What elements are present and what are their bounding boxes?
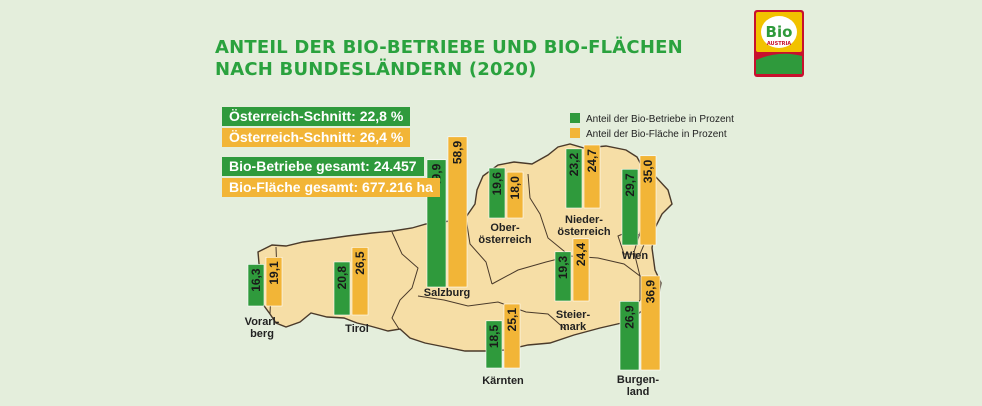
region-label-tirol: Tirol <box>345 323 369 335</box>
bar-niederösterreich-flaeche <box>583 144 601 209</box>
region-border-noe <box>527 173 571 257</box>
value-label-kärnten-betriebe: 18,5 <box>487 325 501 349</box>
bar-burgenland-flaeche <box>640 275 661 371</box>
summary-total-betriebe: Bio-Betriebe gesamt: 24.457 <box>222 157 424 176</box>
summary-avg-flaeche: Österreich-Schnitt: 26,4 % <box>222 128 411 147</box>
chart-title-line-1: ANTEIL DER BIO-BETRIEBE UND BIO-FLÄCHEN <box>215 37 683 58</box>
value-label-burgenland-betriebe: 26,9 <box>623 305 637 329</box>
value-label-tirol-flaeche: 26,5 <box>353 251 367 275</box>
bar-wien-betriebe <box>621 168 639 246</box>
bar-tirol-flaeche <box>351 247 369 316</box>
bar-kärnten-betriebe <box>485 320 503 369</box>
value-label-vorarlberg-flaeche: 19,1 <box>267 261 281 285</box>
bar-oberösterreich-betriebe <box>488 167 506 219</box>
value-label-tirol-betriebe: 20,8 <box>335 266 349 290</box>
region-label-niederösterreich: Nieder-österreich <box>557 214 610 238</box>
bar-oberösterreich-flaeche <box>506 171 524 219</box>
region-border-salzburg-ooe <box>465 217 493 285</box>
value-label-niederösterreich-betriebe: 23,2 <box>567 153 581 177</box>
region-label-steiermark: Steier-mark <box>556 309 591 333</box>
value-label-wien-betriebe: 29,7 <box>623 173 637 197</box>
bio-austria-logo: Bio AUSTRIA <box>754 10 804 77</box>
region-label-salzburg: Salzburg <box>424 287 470 299</box>
bar-steiermark-flaeche <box>572 238 590 302</box>
legend-swatch-green <box>570 113 580 123</box>
value-label-steiermark-betriebe: 19,3 <box>556 255 570 279</box>
value-label-oberösterreich-betriebe: 19,6 <box>490 172 504 196</box>
legend-item-flaeche: Anteil der Bio-Fläche in Prozent <box>570 128 727 140</box>
bar-vorarlberg-betriebe <box>247 264 265 307</box>
bar-wien-flaeche <box>639 155 657 246</box>
summary-avg-betriebe: Österreich-Schnitt: 22,8 % <box>222 107 411 126</box>
region-label-kärnten: Kärnten <box>482 375 524 387</box>
value-label-niederösterreich-flaeche: 24,7 <box>585 149 599 173</box>
region-label-vorarlberg: Vorarl-berg <box>245 316 280 340</box>
summary-total-flaeche: Bio-Fläche gesamt: 677.216 ha <box>222 178 440 197</box>
region-label-wien: Wien <box>622 250 648 262</box>
value-label-kärnten-flaeche: 25,1 <box>505 308 519 332</box>
value-label-wien-flaeche: 35,0 <box>641 159 655 183</box>
legend-label-flaeche: Anteil der Bio-Fläche in Prozent <box>586 129 727 140</box>
bar-burgenland-betriebe <box>619 301 640 371</box>
logo-text-main: Bio <box>766 23 793 41</box>
chart-bars: 16,3 19,1 20,826,549,958,919,6 18,023,2 24,7… <box>247 136 661 371</box>
value-label-vorarlberg-betriebe: 16,3 <box>249 268 263 292</box>
bar-steiermark-betriebe <box>554 251 572 302</box>
chart-region-labels: Vorarl-berg Tirol Salzburg Ober-österreich N… <box>245 214 660 398</box>
region-border-kaernten <box>417 295 567 331</box>
bar-niederösterreich-betriebe <box>565 148 583 209</box>
value-label-oberösterreich-flaeche: 18,0 <box>508 176 522 200</box>
value-label-salzburg-flaeche: 58,9 <box>451 140 465 164</box>
legend-item-betriebe: Anteil der Bio-Betriebe in Prozent <box>570 113 734 125</box>
region-border-tirol-salzburg <box>391 231 419 330</box>
bar-vorarlberg-flaeche <box>265 256 283 307</box>
value-label-steiermark-flaeche: 24,4 <box>574 242 588 266</box>
chart-title-line-2: NACH BUNDESLÄNDERN (2020) <box>215 59 537 80</box>
legend-swatch-orange <box>570 128 580 138</box>
region-label-oberösterreich: Ober-österreich <box>478 222 531 246</box>
value-label-burgenland-flaeche: 36,9 <box>644 280 658 304</box>
region-label-burgenland: Burgen-land <box>617 374 660 398</box>
bar-salzburg-flaeche <box>447 136 468 288</box>
bar-kärnten-flaeche <box>503 303 521 369</box>
legend-label-betriebe: Anteil der Bio-Betriebe in Prozent <box>586 114 734 125</box>
bar-tirol-betriebe <box>333 261 351 316</box>
logo-text-sub: AUSTRIA <box>767 41 791 47</box>
